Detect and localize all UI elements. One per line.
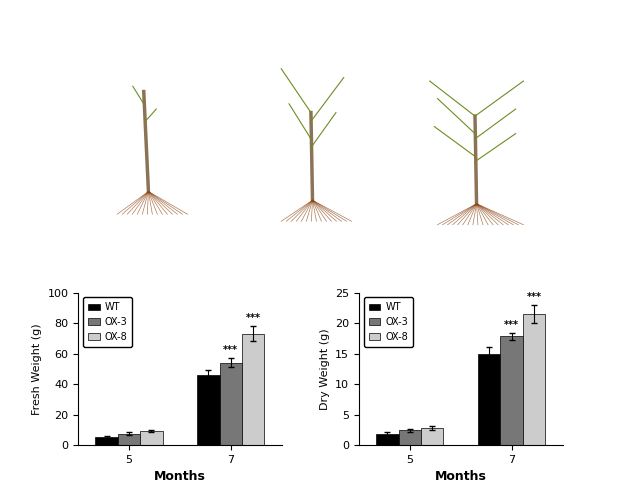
Bar <box>96 438 118 445</box>
Bar <box>219 362 242 445</box>
Bar <box>197 375 219 445</box>
Bar <box>140 432 162 445</box>
Text: 24cm: 24cm <box>94 193 102 214</box>
Bar <box>421 428 444 445</box>
Text: ***: *** <box>526 292 541 302</box>
Bar <box>242 334 264 445</box>
Bar <box>399 430 421 445</box>
Bar <box>376 434 399 445</box>
Bar <box>118 434 140 445</box>
Y-axis label: Dry Weight (g): Dry Weight (g) <box>319 328 329 409</box>
X-axis label: Months: Months <box>435 470 487 484</box>
Legend: WT, OX-3, OX-8: WT, OX-3, OX-8 <box>364 298 413 347</box>
Text: OX-8: OX-8 <box>414 69 446 82</box>
Text: OX-3: OX-3 <box>250 69 282 82</box>
X-axis label: Months: Months <box>154 470 206 484</box>
Text: ***: *** <box>223 345 238 355</box>
Bar <box>523 314 545 445</box>
Text: ***: *** <box>246 313 261 323</box>
Text: ***: *** <box>504 320 519 330</box>
Legend: WT, OX-3, OX-8: WT, OX-3, OX-8 <box>83 298 132 347</box>
Bar <box>501 336 523 445</box>
Bar <box>478 354 501 445</box>
Text: WT: WT <box>86 69 108 82</box>
Y-axis label: Fresh Weight (g): Fresh Weight (g) <box>32 323 42 414</box>
